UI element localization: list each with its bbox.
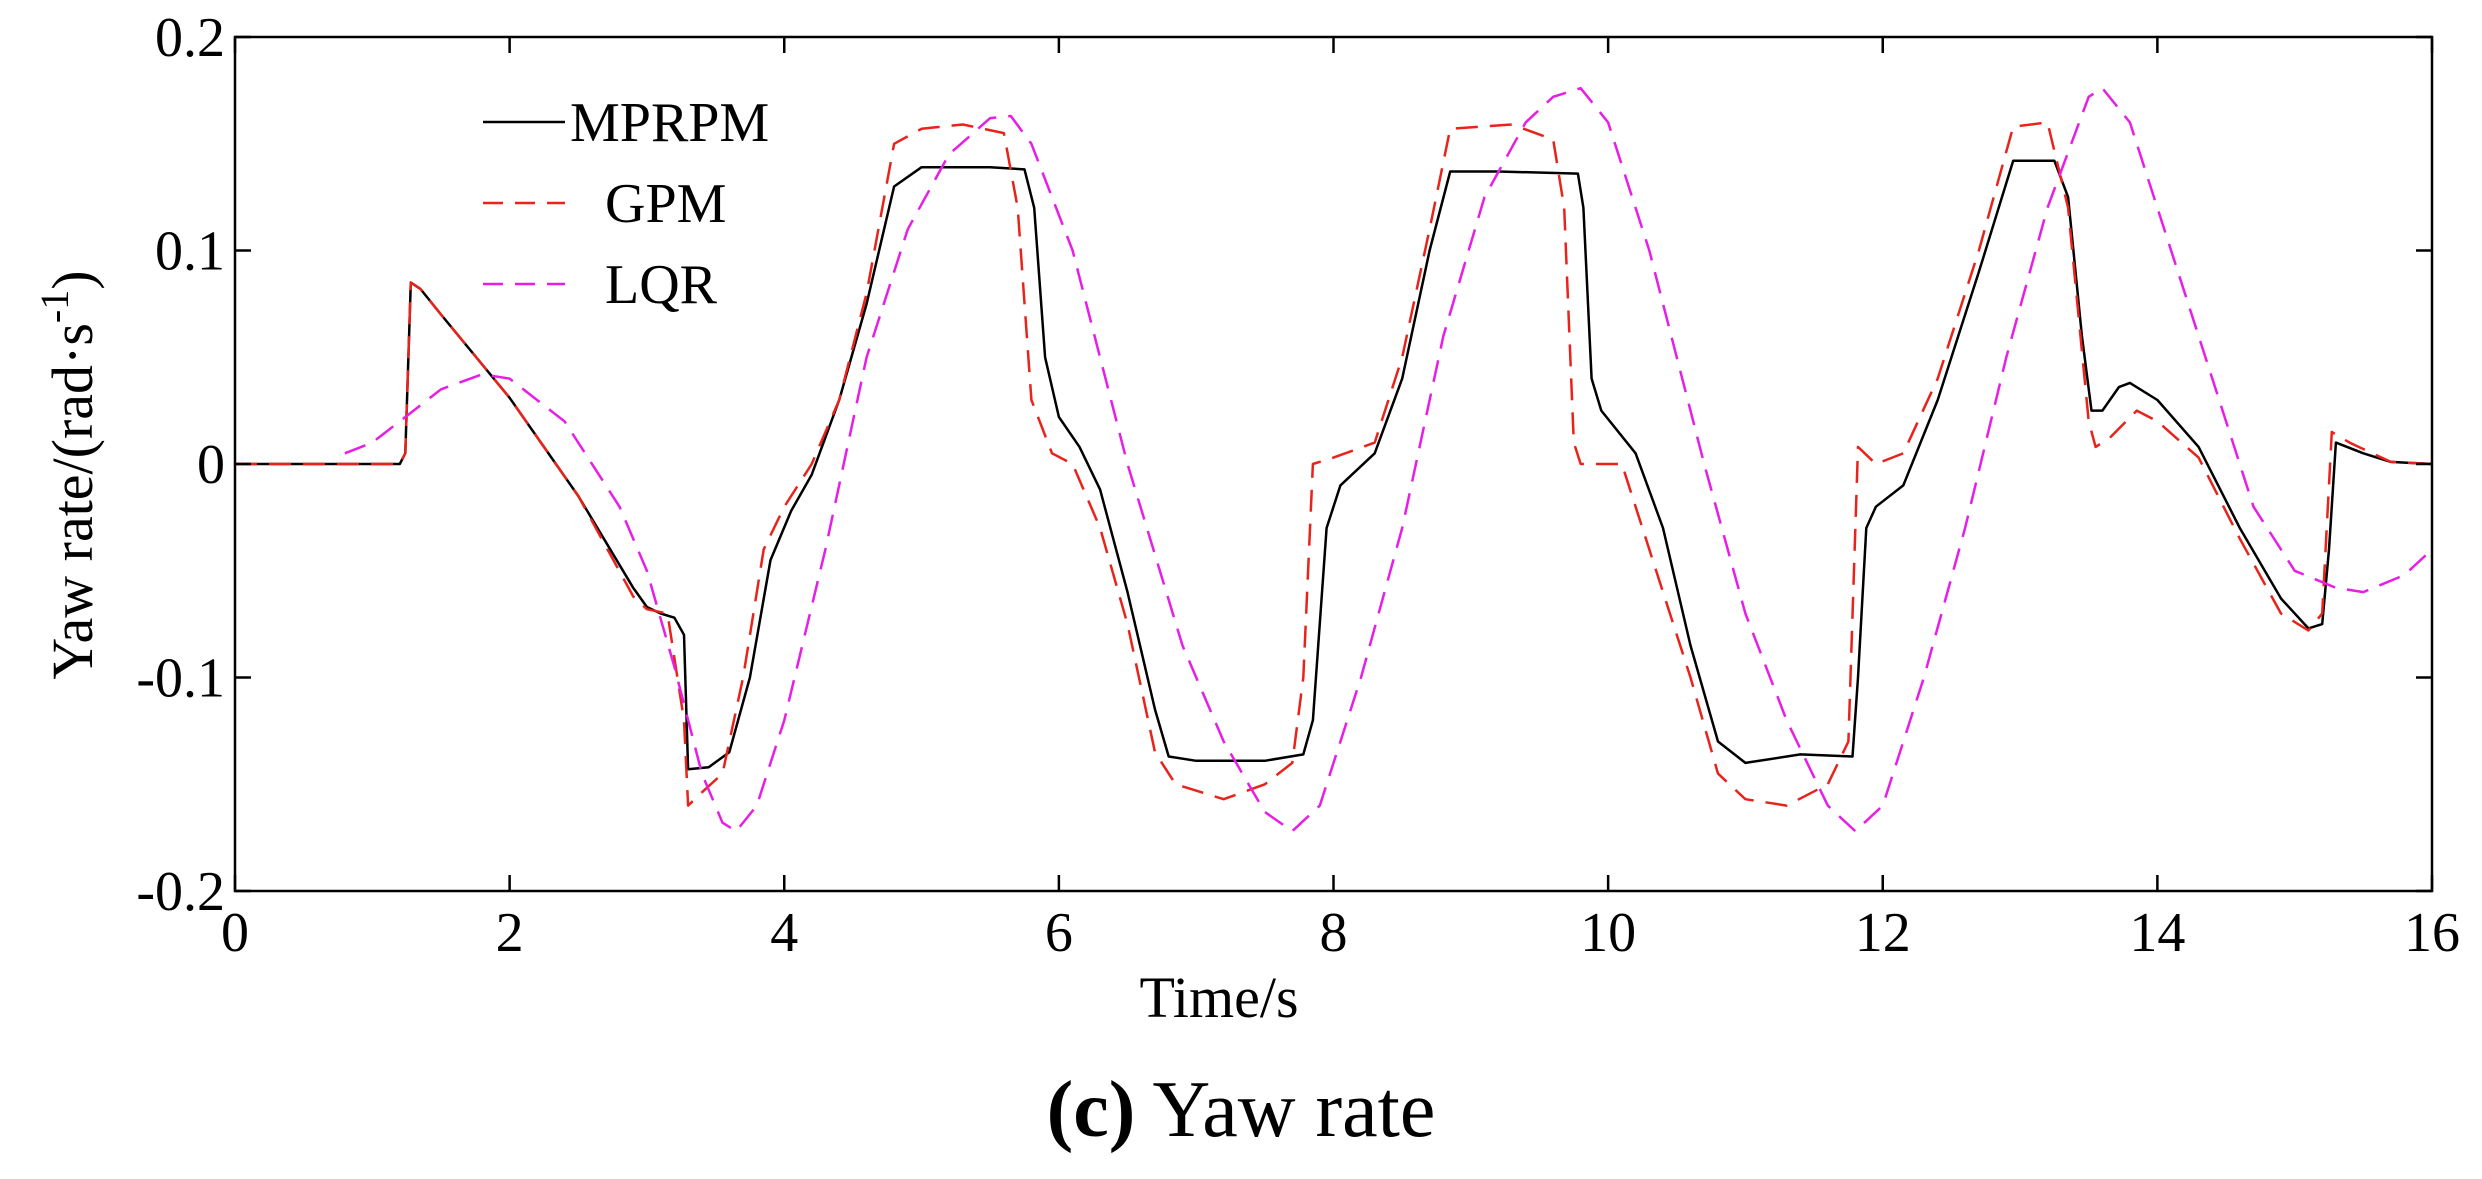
x-tick-label: 2 xyxy=(496,902,524,964)
y-tick-label: -0.1 xyxy=(136,648,225,710)
chart-area: 0 2 4 6 8 10 12 14 16 -0.2 -0.1 0 0.1 0.2 Time/s Yaw… xyxy=(32,7,2460,1030)
y-axis-ticks: -0.2 -0.1 0 0.1 0.2 xyxy=(136,7,2432,923)
x-tick-label: 10 xyxy=(1580,902,1636,964)
caption-label: (c) xyxy=(1046,1066,1136,1154)
series-layer xyxy=(235,86,2433,833)
y-tick-label: 0 xyxy=(197,434,225,496)
legend-label-mprpm: MPRPM xyxy=(570,92,769,154)
legend: MPRPM GPM LQR xyxy=(483,92,769,316)
figure-caption: (c) Yaw rate xyxy=(0,1065,2482,1156)
caption-text: Yaw rate xyxy=(1135,1066,1436,1154)
y-tick-label: -0.2 xyxy=(136,861,225,923)
y-tick-label: 0.2 xyxy=(155,7,225,69)
series-line-lqr xyxy=(344,86,2433,833)
x-tick-label: 14 xyxy=(2129,902,2185,964)
x-tick-label: 8 xyxy=(1320,902,1348,964)
y-tick-label: 0.1 xyxy=(155,221,225,283)
x-tick-label: 0 xyxy=(221,902,249,964)
series-line-mprpm xyxy=(235,159,2433,771)
x-tick-label: 6 xyxy=(1045,902,1073,964)
x-axis-title: Time/s xyxy=(1139,965,1298,1030)
x-tick-label: 4 xyxy=(770,902,798,964)
x-axis-ticks: 0 2 4 6 8 10 12 14 16 xyxy=(221,37,2460,964)
x-tick-label: 16 xyxy=(2404,902,2460,964)
y-axis-title: Yaw rate/(rad·s-1) xyxy=(32,270,105,679)
legend-label-lqr: LQR xyxy=(605,254,718,316)
legend-label-gpm: GPM xyxy=(605,173,726,235)
x-tick-label: 12 xyxy=(1855,902,1911,964)
series-line-gpm xyxy=(235,121,2433,807)
